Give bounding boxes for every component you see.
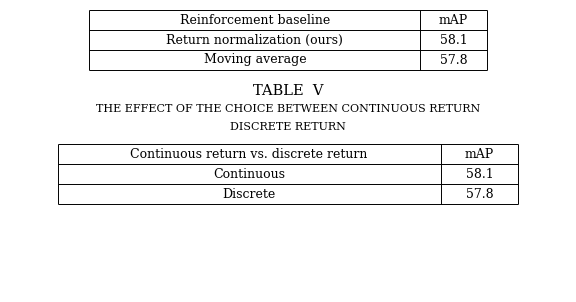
- Text: Continuous return vs. discrete return: Continuous return vs. discrete return: [130, 147, 368, 160]
- Text: 57.8: 57.8: [466, 188, 493, 201]
- Text: 57.8: 57.8: [440, 53, 467, 66]
- Text: mAP: mAP: [439, 14, 468, 27]
- Text: Discrete: Discrete: [222, 188, 276, 201]
- Text: TABLE  V: TABLE V: [253, 84, 323, 98]
- Text: mAP: mAP: [465, 147, 494, 160]
- Text: 58.1: 58.1: [465, 168, 494, 181]
- Text: Return normalization (ours): Return normalization (ours): [166, 34, 343, 47]
- Text: DISCRETE RETURN: DISCRETE RETURN: [230, 122, 346, 132]
- Text: Continuous: Continuous: [213, 168, 285, 181]
- Text: THE EFFECT OF THE CHOICE BETWEEN CONTINUOUS RETURN: THE EFFECT OF THE CHOICE BETWEEN CONTINU…: [96, 104, 480, 114]
- Text: Reinforcement baseline: Reinforcement baseline: [180, 14, 330, 27]
- Text: Moving average: Moving average: [203, 53, 306, 66]
- Text: 58.1: 58.1: [439, 34, 468, 47]
